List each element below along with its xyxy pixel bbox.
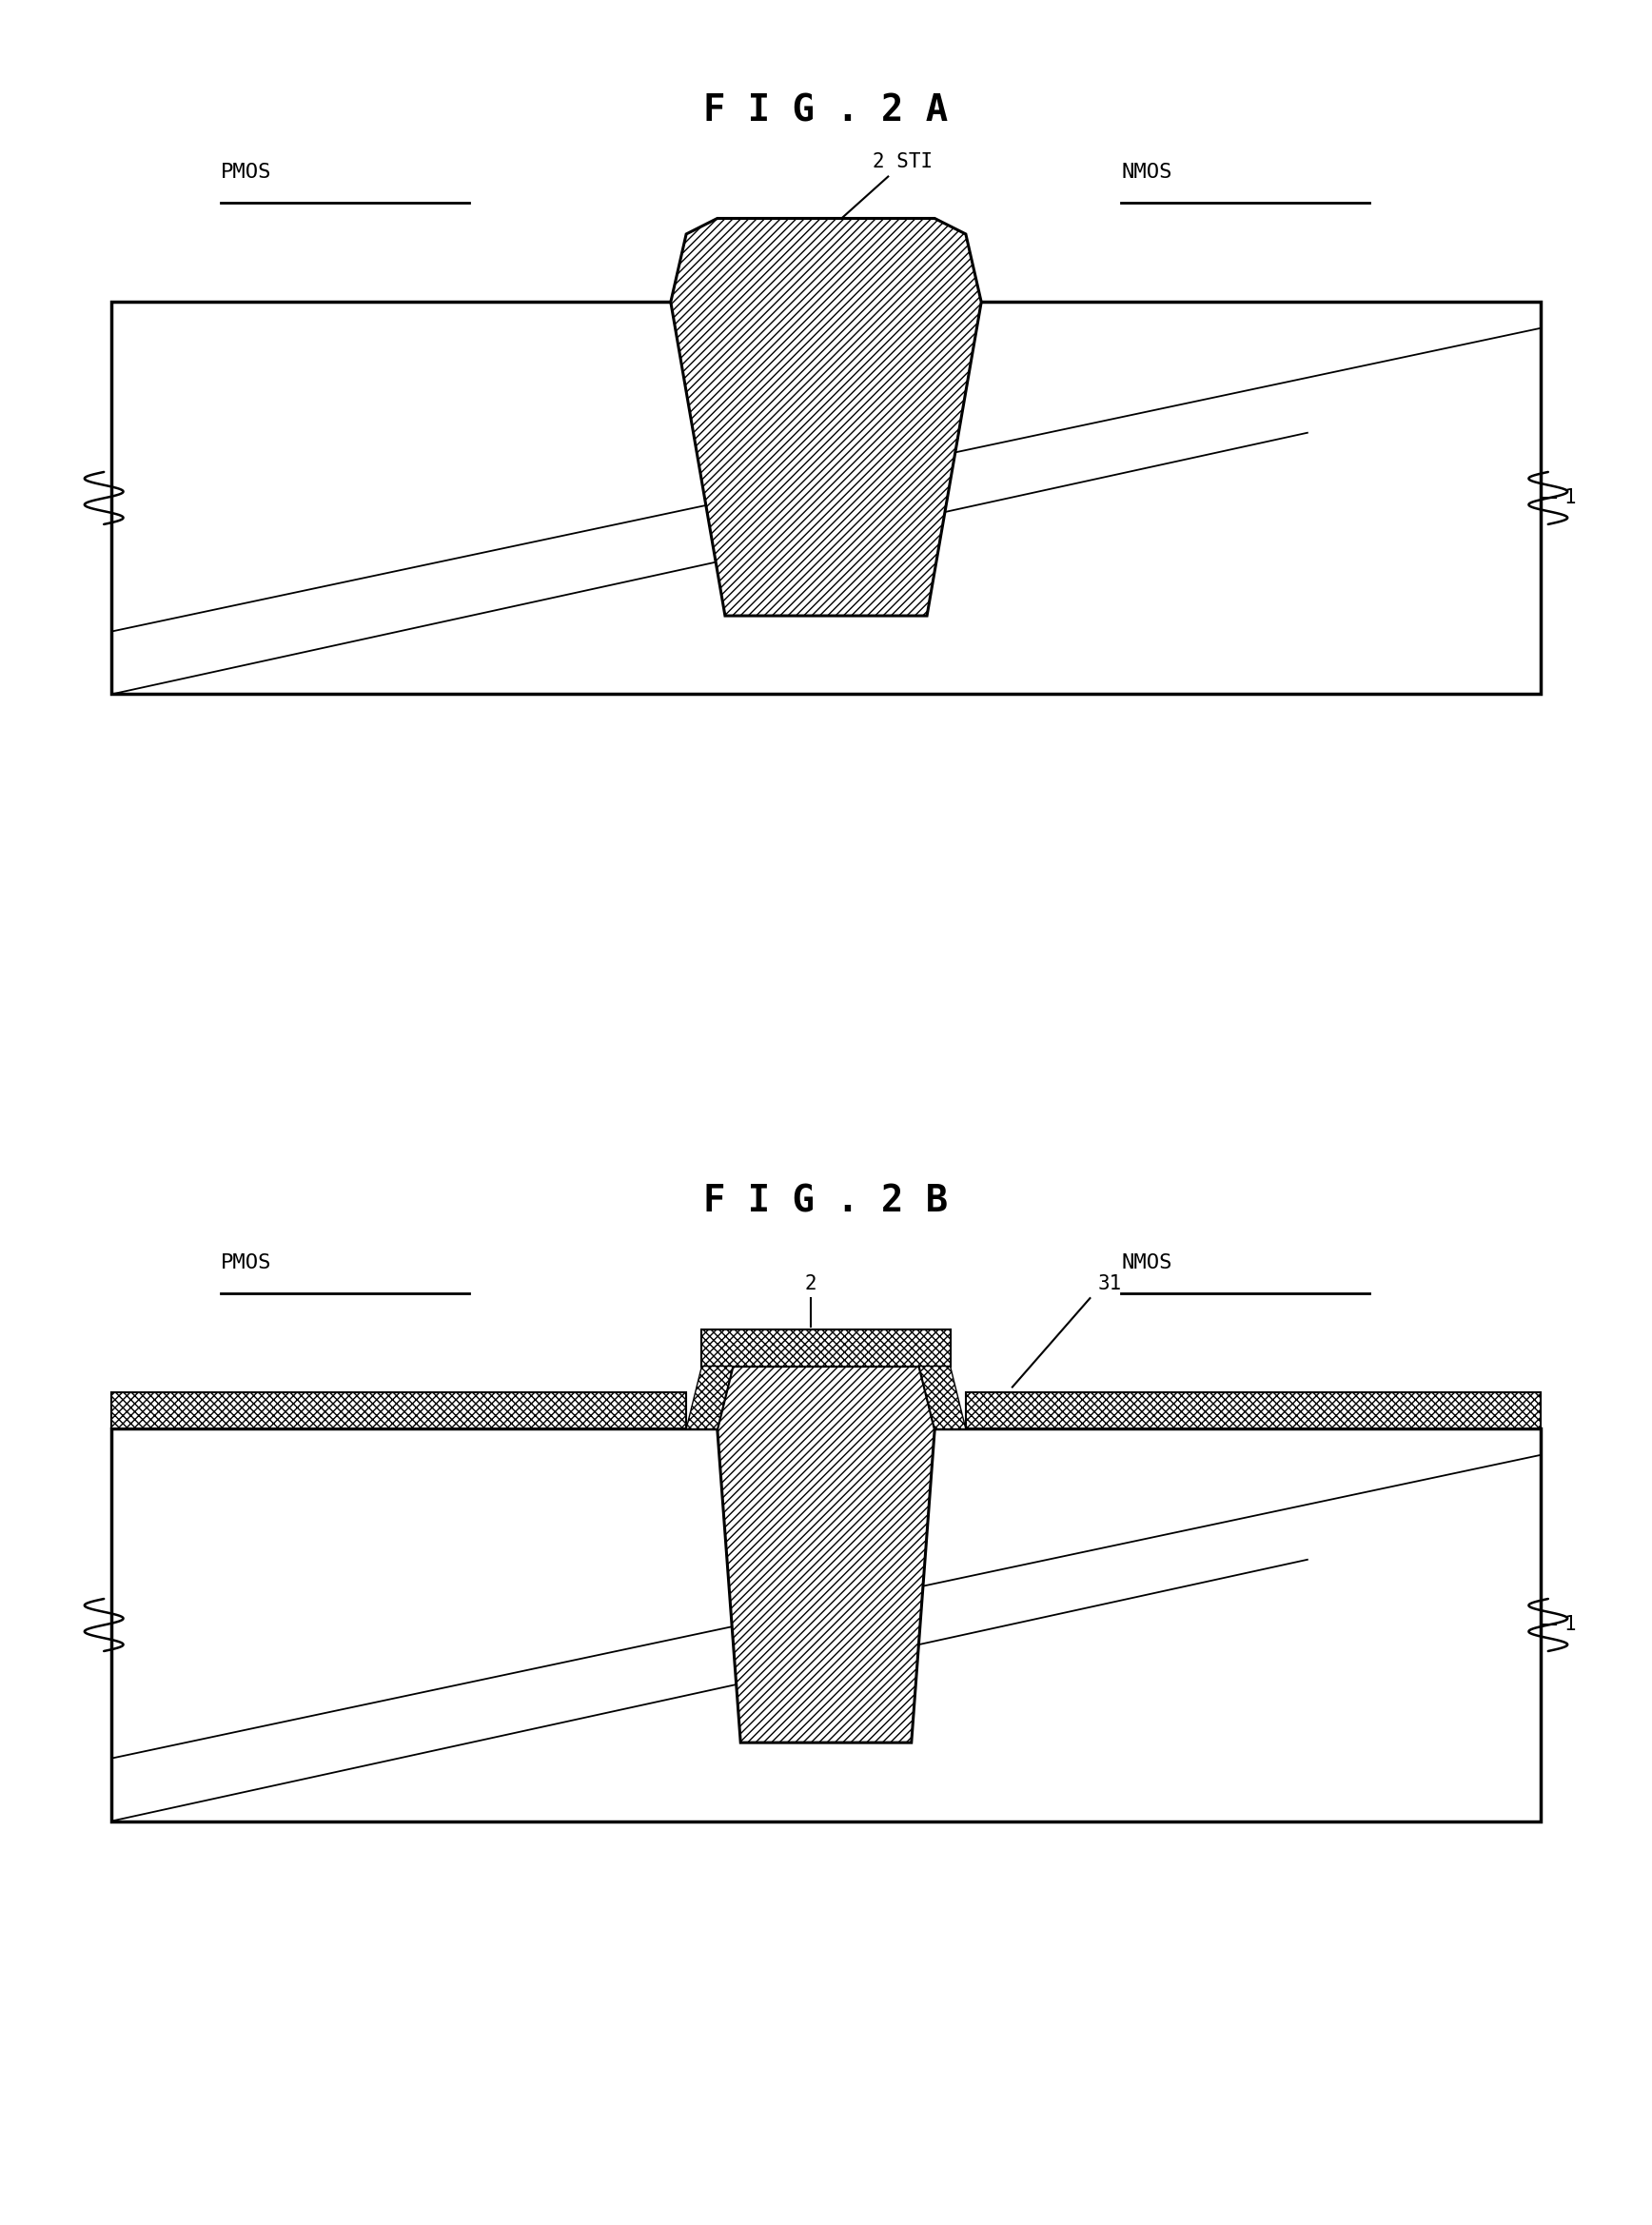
Polygon shape [112,303,1540,694]
Text: 2: 2 [805,1275,816,1293]
Text: PMOS: PMOS [220,162,271,182]
Text: F I G . 2 A: F I G . 2 A [704,93,948,129]
Text: 2 STI: 2 STI [872,151,933,171]
Text: F I G . 2 B: F I G . 2 B [704,1184,948,1219]
Polygon shape [112,1428,1540,1820]
Polygon shape [686,1366,733,1428]
Text: 1: 1 [1563,490,1576,507]
Polygon shape [702,1331,950,1366]
Polygon shape [671,218,981,616]
Polygon shape [112,1393,686,1428]
Text: PMOS: PMOS [220,1253,271,1273]
Polygon shape [717,1366,935,1742]
Text: 1: 1 [1563,1615,1576,1635]
Text: 31: 31 [1097,1275,1122,1293]
Text: NMOS: NMOS [1122,1253,1171,1273]
Polygon shape [966,1393,1540,1428]
Text: NMOS: NMOS [1122,162,1171,182]
Polygon shape [919,1366,966,1428]
